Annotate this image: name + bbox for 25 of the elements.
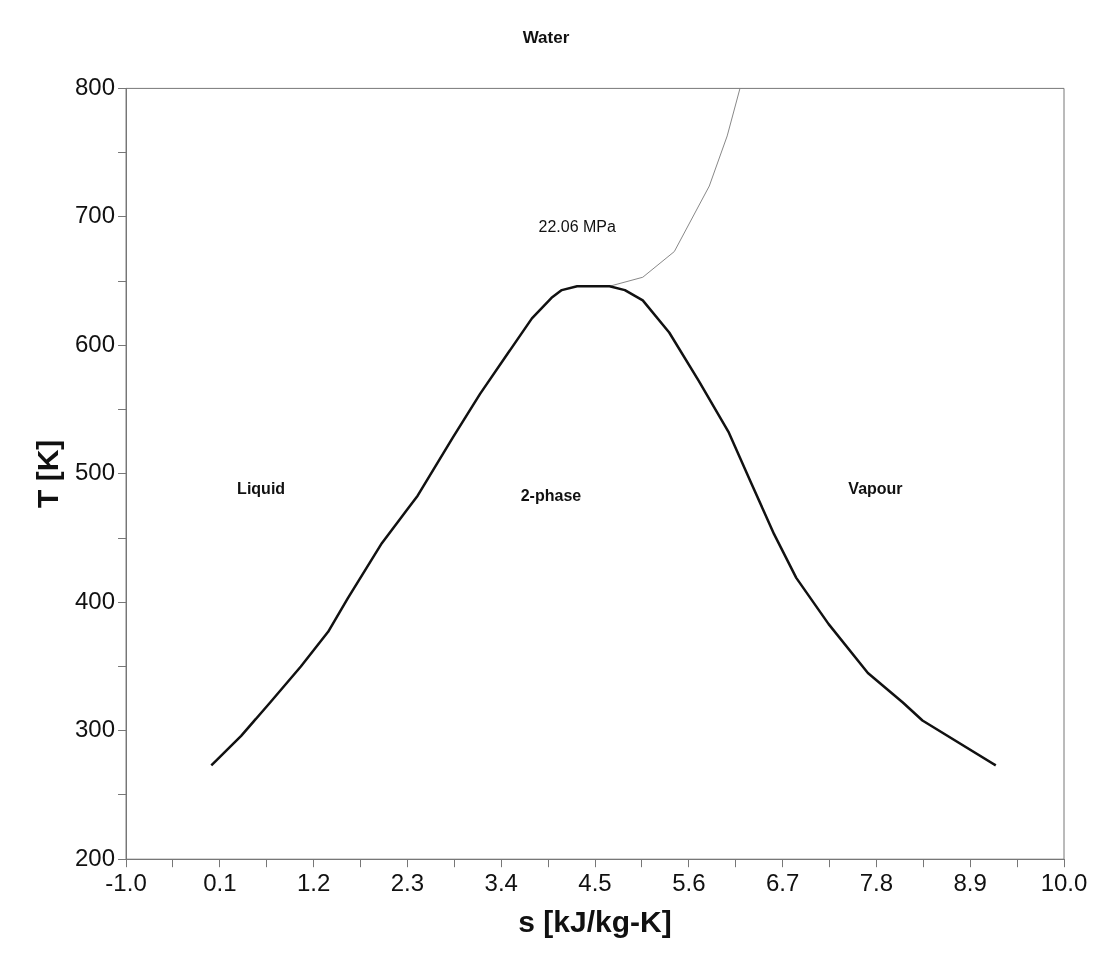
y-tick-label: 400 <box>75 586 116 614</box>
annotation: 22.06 MPa <box>538 217 616 235</box>
x-axis-title: s [kJ/kg-K] <box>518 905 672 939</box>
x-tick-label: 3.4 <box>484 869 518 897</box>
y-tick-label: 600 <box>75 329 116 357</box>
annotation: Vapour <box>848 479 903 497</box>
x-tick-label: 7.8 <box>859 869 894 897</box>
annotation: 2-phase <box>520 487 582 505</box>
y-tick-label: 700 <box>75 201 116 229</box>
x-tick-label: 0.1 <box>203 869 237 897</box>
x-tick-label: 4.5 <box>578 869 612 897</box>
x-tick-label: 8.9 <box>953 869 987 897</box>
x-tick-label: 6.7 <box>765 869 800 897</box>
x-tick-label: 5.6 <box>672 869 706 897</box>
annotation: Liquid <box>237 479 286 497</box>
chart-title: Water <box>522 27 570 47</box>
y-tick-label: 800 <box>75 73 116 101</box>
x-tick-label: 2.3 <box>390 869 425 897</box>
y-tick-label: 300 <box>75 715 116 743</box>
x-tick-label: 10.0 <box>1040 869 1088 897</box>
y-tick-label: 200 <box>75 843 116 871</box>
y-tick-label: 500 <box>75 458 116 486</box>
x-tick-label: 1.2 <box>296 869 331 897</box>
y-axis-title: T [K] <box>31 439 65 508</box>
x-tick-label: -1.0 <box>105 869 147 897</box>
